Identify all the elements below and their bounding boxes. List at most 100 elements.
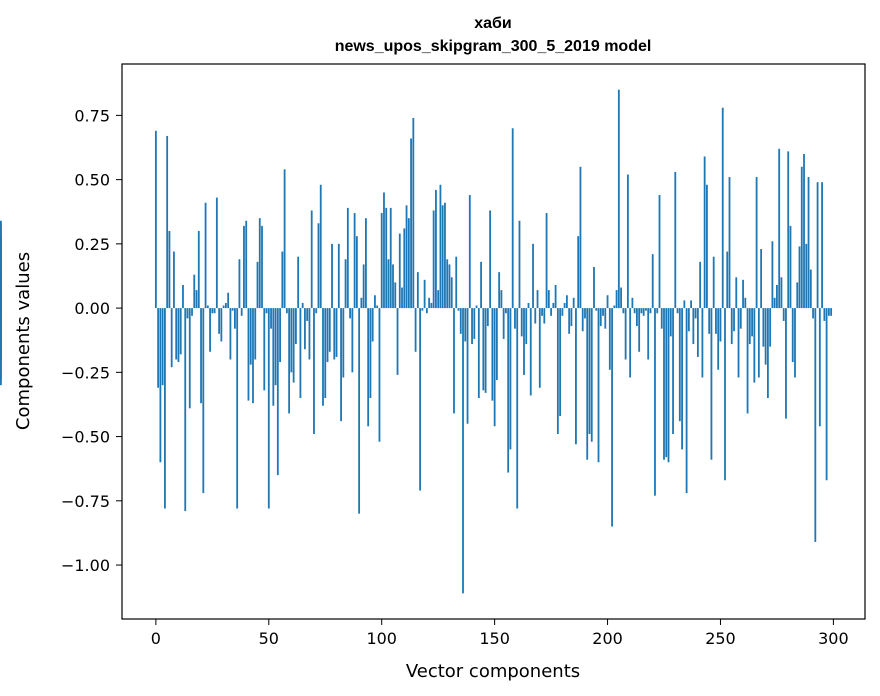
bar-component-283 <box>794 308 796 378</box>
bar-component-296 <box>823 308 826 321</box>
bar-component-89 <box>355 236 358 309</box>
bar-component-197 <box>599 308 602 327</box>
bar-component-188 <box>579 166 582 309</box>
bar-component-163 <box>523 308 525 375</box>
bar-component-101 <box>383 192 385 309</box>
bar-component-67 <box>306 308 309 321</box>
bar-component-231 <box>676 308 679 314</box>
bar-component-244 <box>706 184 708 309</box>
bar-component-17 <box>193 274 196 309</box>
bar-component-19 <box>197 231 200 309</box>
bar-component-251 <box>721 107 724 309</box>
bar-component-263 <box>748 308 751 345</box>
bar-component-52 <box>272 308 275 406</box>
x-tick-label: 0 <box>151 629 161 648</box>
bar-component-113 <box>410 138 412 309</box>
bar-component-206 <box>620 287 622 309</box>
bar-component-36 <box>236 308 239 509</box>
bar-component-92 <box>362 264 365 309</box>
bar-component-25 <box>211 308 214 314</box>
bar-component-199 <box>604 308 607 329</box>
bar-component-115 <box>414 308 417 352</box>
bar-component-34 <box>231 308 234 311</box>
bar-component-175 <box>550 308 552 316</box>
bar-component-259 <box>739 308 742 329</box>
bar-component-22 <box>204 202 207 309</box>
bar-component-48 <box>263 308 266 391</box>
bar-component-159 <box>514 308 516 329</box>
bar-component-30 <box>222 305 225 309</box>
bar-component-124 <box>435 189 437 309</box>
bar-component-269 <box>762 308 765 347</box>
bar-component-147 <box>486 308 489 327</box>
bar-component-268 <box>760 249 763 309</box>
bar-component-245 <box>708 308 711 334</box>
bar-component-153 <box>500 290 503 309</box>
bar-component-143 <box>477 308 480 399</box>
bar-component-150 <box>493 308 496 427</box>
bar-component-203 <box>613 305 616 309</box>
bar-component-248 <box>715 308 717 334</box>
bar-component-164 <box>525 308 528 345</box>
bar-component-96 <box>371 308 374 342</box>
bar-component-141 <box>473 308 476 339</box>
bar-component-148 <box>489 210 492 309</box>
bar-component-12 <box>182 284 184 309</box>
bar-component-56 <box>281 251 284 309</box>
bar-component-287 <box>803 153 805 309</box>
bar-component-9 <box>175 308 178 360</box>
bar-component-253 <box>726 251 729 309</box>
bar-component-7 <box>170 308 173 368</box>
bar-component-23 <box>206 305 209 309</box>
bar-component-169 <box>536 290 539 309</box>
bar-component-232 <box>678 308 681 422</box>
bar-component-0 <box>154 130 157 309</box>
bar-component-291 <box>812 308 814 319</box>
bar-component-255 <box>730 308 733 345</box>
bar-component-236 <box>687 308 690 332</box>
bar-component-127 <box>441 205 444 309</box>
bar-component-205 <box>617 89 620 309</box>
bar-component-134 <box>457 308 460 311</box>
bar-component-190 <box>584 308 586 319</box>
x-tick-label: 150 <box>479 629 510 648</box>
bar-component-59 <box>288 308 291 414</box>
bar-component-177 <box>554 284 557 309</box>
bar-component-237 <box>690 300 693 309</box>
bar-component-20 <box>200 308 202 404</box>
bar-component-61 <box>292 308 295 383</box>
bar-component-267 <box>757 308 760 378</box>
bar-component-156 <box>507 308 510 473</box>
bars-group <box>0 89 833 594</box>
bar-component-228 <box>669 308 672 337</box>
bar-component-208 <box>624 308 627 360</box>
bar-component-91 <box>360 297 363 309</box>
bar-component-54 <box>276 308 279 476</box>
bar-component-272 <box>769 308 772 347</box>
bar-component-182 <box>565 295 568 309</box>
x-tick-label: 250 <box>705 629 736 648</box>
bar-component-178 <box>556 308 559 434</box>
chart-title-model: news_upos_skipgram_300_5_2019 model <box>335 38 652 55</box>
bar-component-80 <box>335 308 338 357</box>
bar-component-2 <box>159 308 162 463</box>
bar-component-288 <box>805 243 808 309</box>
bar-component-274 <box>773 297 776 309</box>
x-tick-label: 100 <box>366 629 397 648</box>
bar-component-226 <box>665 308 668 458</box>
bar-component-289 <box>807 177 810 309</box>
bar-component-14 <box>186 308 189 319</box>
bar-component-37 <box>238 259 241 309</box>
bar-component-262 <box>746 308 749 414</box>
bar-component-246 <box>710 308 713 460</box>
bar-component-73 <box>319 184 322 309</box>
bar-component-266 <box>755 177 758 309</box>
bar-component-109 <box>401 287 403 309</box>
bar-component-241 <box>699 261 702 309</box>
bar-component-90 <box>358 308 361 514</box>
bar-component-229 <box>672 308 674 434</box>
y-tick-label: 0.00 <box>74 299 110 318</box>
bar-component-132 <box>453 308 455 414</box>
bar-component-86 <box>349 308 351 319</box>
